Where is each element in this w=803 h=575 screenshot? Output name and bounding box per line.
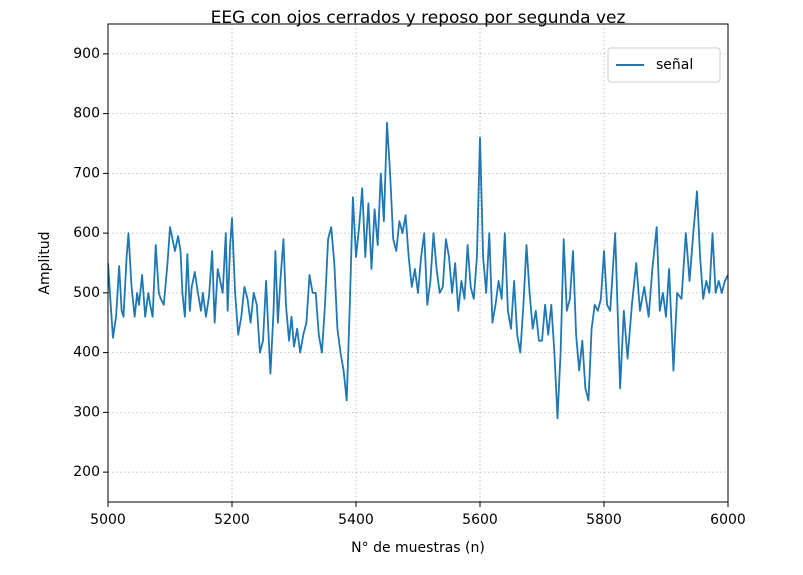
x-tick-label: 5200 — [214, 512, 250, 528]
legend-box — [607, 47, 721, 83]
y-axis-label: Amplitud — [37, 231, 53, 294]
plot-area — [108, 121, 728, 420]
y-tick-label: 200 — [73, 464, 100, 480]
plot-frame — [107, 23, 729, 503]
y-tick-label: 300 — [73, 404, 100, 420]
legend-label: señal — [656, 57, 693, 73]
x-tick-label: 5400 — [338, 512, 374, 528]
y-tick-label: 600 — [73, 225, 100, 241]
y-tick-label: 900 — [73, 46, 100, 62]
line-series — [108, 121, 728, 420]
y-tick-label: 500 — [73, 285, 100, 301]
y-tick-label: 400 — [73, 345, 100, 361]
x-tick-label: 5800 — [586, 512, 622, 528]
x-tick-label: 5600 — [462, 512, 498, 528]
x-tick-label: 5000 — [90, 512, 126, 528]
x-tick-label: 6000 — [710, 512, 746, 528]
chart-title: EEG con ojos cerrados y reposo por segun… — [211, 8, 626, 28]
y-tick-label: 800 — [73, 106, 100, 122]
x-axis-label: N° de muestras (n) — [351, 540, 485, 556]
y-tick-label: 700 — [73, 165, 100, 181]
